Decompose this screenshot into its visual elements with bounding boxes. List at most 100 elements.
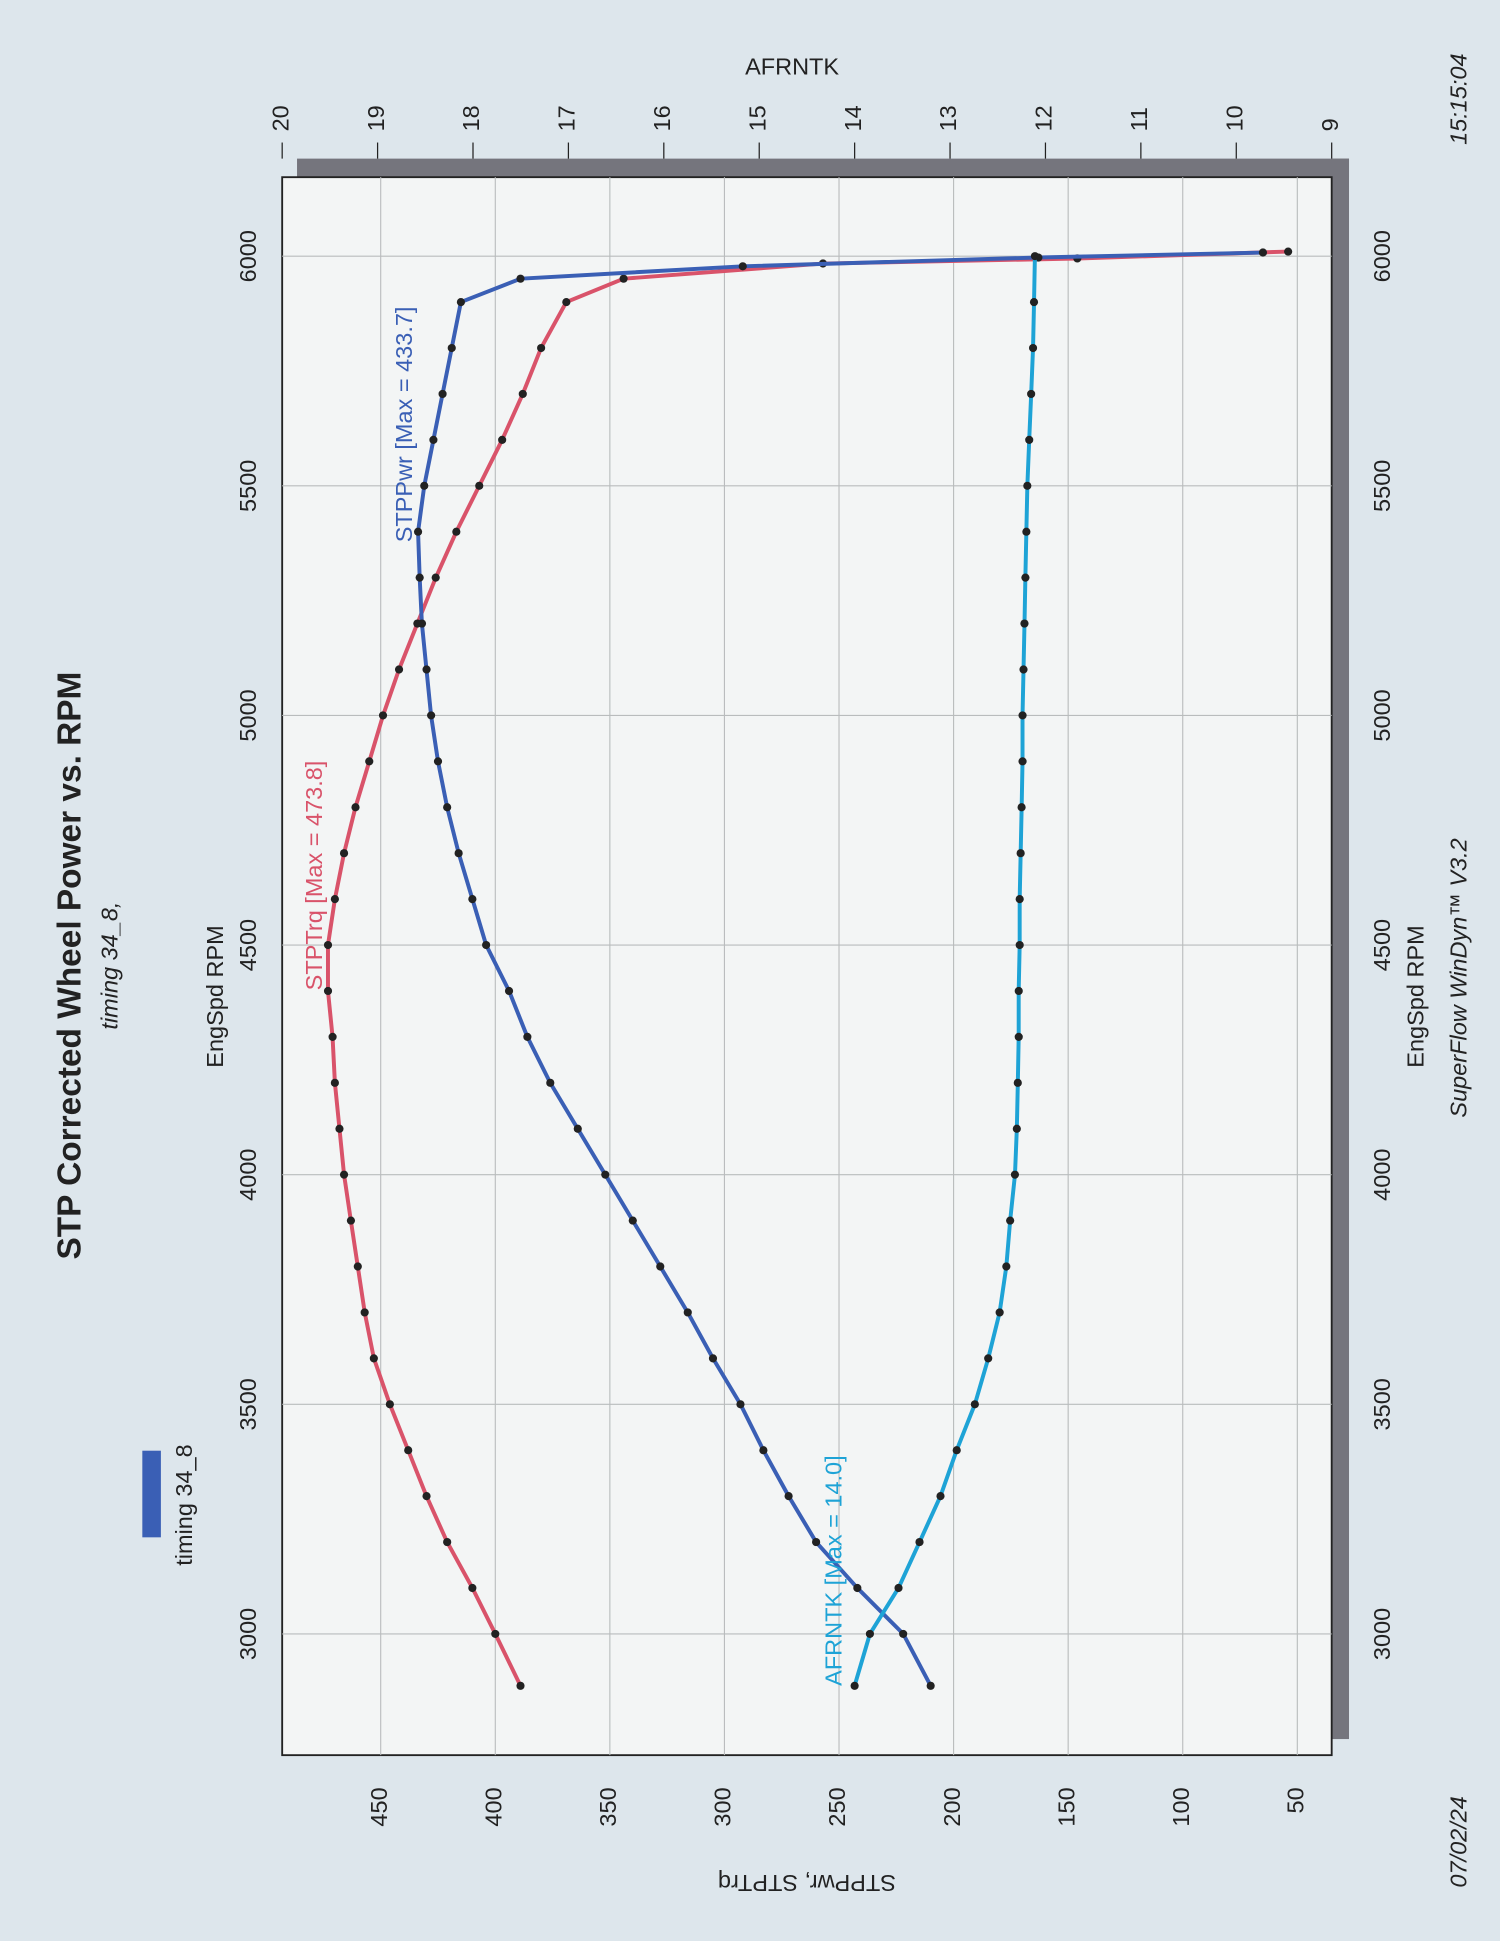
data-point [1017,803,1026,812]
data-point [475,481,484,490]
data-point [351,803,360,812]
data-point [417,619,427,628]
y-tick-label: 200 [939,1787,965,1826]
data-point [738,262,747,271]
y2-tick-label: 20 [267,105,293,131]
data-point [628,1216,637,1225]
data-point [413,527,423,536]
y2-tick-label: 11 [1126,107,1152,131]
x-tick-label: 4000 [1369,1149,1395,1201]
data-point [422,665,431,674]
plot-area [281,176,1333,1757]
y-tick-label: 100 [1168,1787,1194,1826]
data-point [1030,252,1040,261]
data-point [601,1170,610,1179]
y2-tick-label: 15 [744,105,770,131]
data-point [378,711,388,720]
data-point [784,1492,793,1501]
y2-tick-label: 13 [935,105,961,131]
data-point [516,1681,525,1690]
x-tick-label: 4500 [235,919,261,971]
data-point [995,1308,1004,1317]
x-tick-label: 6000 [235,230,261,282]
data-point [420,481,429,490]
data-point [339,849,349,858]
data-point [984,1354,993,1363]
data-point [1028,343,1038,353]
x-tick-label: 5500 [235,460,261,512]
data-point [850,1681,859,1690]
data-point [443,803,452,812]
data-point [360,1308,369,1317]
data-point [468,895,477,904]
data-point [385,1400,394,1409]
data-point [1013,1078,1022,1087]
y2-tick-label: 14 [840,105,866,131]
data-point [573,1124,582,1133]
data-point [1019,665,1028,674]
data-point [1025,435,1034,444]
data-point [447,343,456,353]
data-point [346,1216,356,1225]
data-point [482,940,491,950]
data-point [1020,619,1029,628]
data-point [926,1681,935,1690]
y2-tick-label: 17 [554,105,580,131]
series-label: AFRNTK [Max = 14.0] [821,1455,847,1686]
series-label: STPTrq [Max = 473.8] [301,761,327,991]
data-point [656,1262,665,1271]
x-axis-label: EngSpd RPM [202,925,228,1067]
legend-label: timing 34_8 [171,1444,197,1566]
data-point [1022,527,1031,536]
y2-tick-label: 16 [649,105,675,131]
data-point [427,711,436,720]
data-point [504,986,514,996]
data-point [523,1032,532,1041]
data-point [438,389,447,399]
data-point [518,389,527,399]
data-point [562,298,571,307]
date: 07/02/24 [1446,1796,1472,1887]
x-tick-label: 5000 [1369,689,1395,741]
data-point [853,1583,862,1593]
x-tick-label: 6000 [1369,230,1395,282]
y-tick-label: 400 [480,1787,506,1826]
data-point [323,986,333,996]
data-point [491,1629,500,1638]
x-tick-label: 4000 [235,1149,261,1201]
y-tick-label: 450 [366,1787,392,1826]
chart-title: STP Corrected Wheel Power vs. RPM [52,672,89,1260]
data-point [1021,573,1030,582]
data-point [498,435,507,444]
y2-axis-label: AFRNTK [745,53,839,79]
data-point [330,895,339,904]
rotated-chart: STP Corrected Wheel Power vs. RPM timing… [52,53,1472,1896]
data-point [537,343,546,353]
data-point [335,1124,344,1133]
data-point [456,298,465,307]
data-point [683,1308,692,1317]
data-point [708,1354,718,1363]
data-point [865,1629,874,1638]
data-point [899,1629,908,1638]
data-point [365,757,374,766]
data-point [1002,1262,1011,1271]
time: 15:15:04 [1446,53,1472,144]
data-point [936,1492,945,1501]
x-tick-label: 4500 [1369,919,1395,971]
data-point [546,1078,555,1087]
data-point [1027,389,1036,399]
data-point [353,1262,362,1271]
data-point [1006,1216,1015,1225]
series-line [852,256,1037,1687]
data-point [1010,1170,1020,1179]
y-axis-label: STPPwr, STPTrq [718,1870,896,1896]
data-point [1284,247,1293,256]
data-point [443,1537,452,1547]
data-point [394,665,404,674]
data-point [328,1032,337,1041]
data-point [429,435,438,444]
data-point [1023,481,1032,490]
data-point [452,527,461,536]
